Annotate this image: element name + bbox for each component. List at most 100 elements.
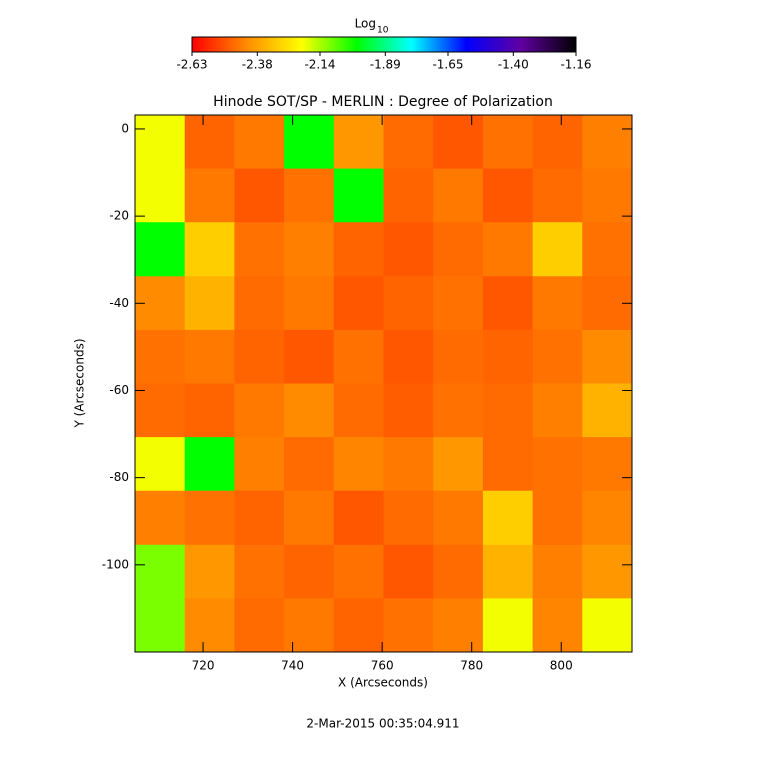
heatmap-cell [234,544,285,599]
heatmap-cell [333,329,384,384]
heatmap-cell [333,544,384,599]
colorbar-label-sub: 10 [377,26,389,36]
heatmap-cell [135,115,186,170]
heatmap-cell [532,168,583,223]
plot-frame [134,114,633,653]
heatmap-cell [433,276,484,331]
heatmap-cell [532,276,583,331]
heatmap-cell [482,437,534,492]
heatmap-cell [582,544,633,599]
x-tick-label: 740 [281,659,304,673]
heatmap-cell [284,383,335,438]
heatmap-cell [582,598,633,653]
heatmap-cell [433,383,484,438]
heatmap-cell [532,544,583,599]
heatmap-cell [135,437,186,492]
heatmap-cell [333,168,384,223]
heatmap-cell [284,168,335,223]
heatmap-cell [184,598,235,653]
colorbar-tick-label: -1.89 [370,58,401,72]
colorbar-tick-label: -1.40 [498,58,529,72]
heatmap-cell [184,544,235,599]
heatmap-cell [135,598,186,653]
heatmap-cell [184,168,235,223]
x-axis-label: X (Arcseconds) [338,676,428,690]
y-tick-label: -60 [109,383,129,397]
heatmap-cell [383,490,434,546]
heatmap-cell [284,329,335,384]
colorbar-tick-label: -1.16 [560,58,591,72]
heatmap-cell [234,276,285,331]
heatmap-cell [234,598,285,653]
heatmap-cell [383,383,434,438]
colorbar-tick-label: -2.14 [304,58,335,72]
heatmap-cell [333,598,384,653]
y-tick-label: 0 [121,121,129,135]
heatmap-cell [234,329,285,384]
heatmap-cell [234,437,285,492]
heatmap-cell [383,276,434,331]
colorbar-label: Log [355,17,376,31]
heatmap-cell [433,222,484,277]
heatmap-cell [433,490,484,546]
heatmap-cell [284,222,335,277]
heatmap-cell [532,115,583,170]
y-tick-label: -100 [102,557,129,571]
heatmap-cell [383,598,434,653]
heatmap-cell [482,383,534,438]
heatmap-cell [532,490,583,546]
heatmap-cell [184,276,235,331]
heatmap-cell [333,276,384,331]
heatmap-cell [582,383,633,438]
heatmap-cell [482,598,534,653]
heatmap-cell [433,437,484,492]
chart-title: Hinode SOT/SP - MERLIN : Degree of Polar… [213,94,553,110]
y-axis-label: Y (Arcseconds) [73,338,87,428]
heatmap-cell [184,222,235,277]
y-tick-label: -80 [109,470,129,484]
heatmap-cell [482,276,534,331]
heatmap-cell [482,222,534,277]
heatmap-cell [532,383,583,438]
heatmap-cell [135,490,186,546]
heatmap-cell [532,437,583,492]
heatmap-cell [284,276,335,331]
colorbar-tick-label: -2.63 [176,58,207,72]
heatmap-cell [433,168,484,223]
heatmap-cell [284,437,335,492]
heatmap-cell [135,329,186,384]
heatmap-cell [333,383,384,438]
heatmap-cell [482,544,534,599]
heatmap-cell [482,168,534,223]
y-tick-label: -40 [109,296,129,310]
footer: 2-Mar-2015 00:35:04.911 [306,717,459,731]
heatmap-cell [383,222,434,277]
heatmap-cell [383,437,434,492]
heatmap-cell [234,168,285,223]
heatmap-cell [184,490,235,546]
heatmap-cell [433,598,484,653]
heatmap-cell [333,115,384,170]
heatmap-cell [433,115,484,170]
heatmap-cell [135,383,186,438]
y-tick-label: -20 [109,209,129,223]
x-tick-label: 780 [460,659,483,673]
heatmap-cell [482,490,534,546]
heatmap-cell [184,115,235,170]
heatmap-cell [135,544,186,599]
heatmap-cell [135,222,186,277]
heatmap-cell [482,329,534,384]
x-tick-label: 800 [550,659,573,673]
heatmap-cell [532,598,583,653]
heatmap-cell [383,544,434,599]
heatmap-cell [284,490,335,546]
heatmap-cell [234,222,285,277]
x-tick-label: 720 [192,659,215,673]
heatmap-cell [284,598,335,653]
heatmap-cell [234,115,285,170]
heatmap-cell [582,490,633,546]
heatmap-cell [383,168,434,223]
heatmap-cell [582,437,633,492]
heatmap-cell [582,222,633,277]
heatmap-cell [532,329,583,384]
